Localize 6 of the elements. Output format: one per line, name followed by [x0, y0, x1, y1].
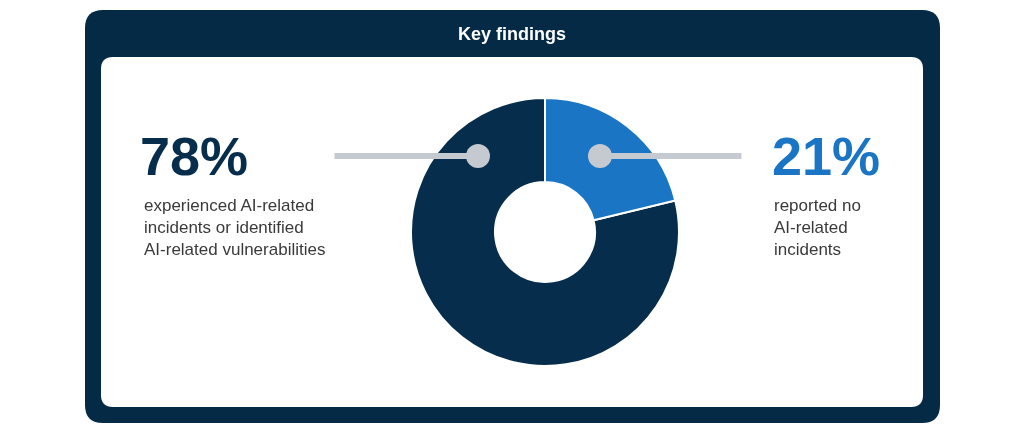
slice-label: reported no AI-related incidents — [774, 196, 861, 260]
slice-label: experienced AI-related incidents or identified AI-related vulnerabilities — [144, 196, 326, 260]
data-label: 21% — [771, 126, 880, 186]
donut-slice — [410, 97, 680, 367]
data-label: 78% — [140, 126, 249, 186]
chart-title: Key findings — [457, 24, 567, 45]
